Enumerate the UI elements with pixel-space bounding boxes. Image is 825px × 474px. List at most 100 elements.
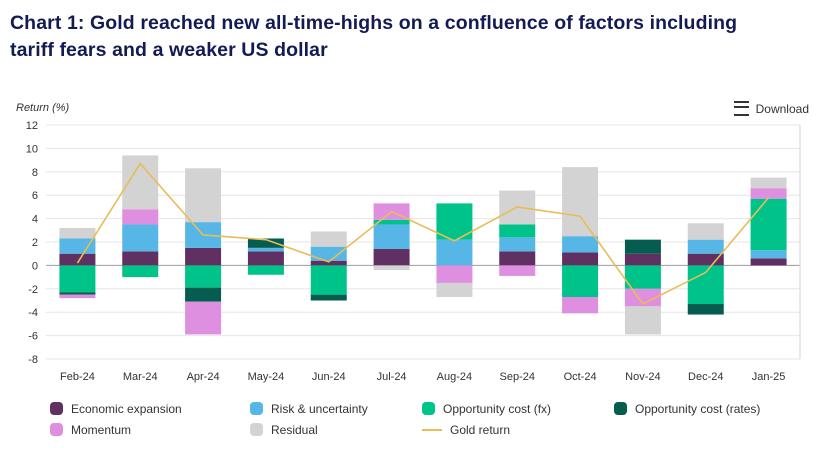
legend-swatch xyxy=(614,402,627,416)
bar-segment[interactable] xyxy=(310,246,347,261)
bar-segment[interactable] xyxy=(185,247,222,265)
y-axis-label: 6 xyxy=(32,190,38,202)
y-axis-label: 12 xyxy=(26,120,38,132)
legend-swatch xyxy=(50,423,63,437)
bar-segment[interactable] xyxy=(687,253,724,265)
y-axis-label: -8 xyxy=(28,354,38,366)
bar-segment[interactable] xyxy=(687,222,724,240)
bar-segment[interactable] xyxy=(247,238,284,248)
legend-swatch xyxy=(422,402,435,416)
bar-segment[interactable] xyxy=(122,224,159,251)
bar-segment[interactable] xyxy=(122,250,159,265)
bar-segment[interactable] xyxy=(247,250,284,265)
bar-segment[interactable] xyxy=(59,294,96,298)
bar-segment[interactable] xyxy=(185,287,222,302)
y-axis-title: Return (%) xyxy=(16,102,70,114)
legend-item-gold-return[interactable]: Gold return xyxy=(422,423,614,437)
bar-segment[interactable] xyxy=(562,264,599,297)
page-title: Chart 1: Gold reached new all-time-highs… xyxy=(10,12,738,62)
x-axis-label: Apr-24 xyxy=(187,371,220,383)
legend-item-opportunity-cost-fx[interactable]: Opportunity cost (fx) xyxy=(422,402,614,416)
legend-item-residual[interactable]: Residual xyxy=(250,423,422,437)
legend-swatch xyxy=(250,423,263,437)
bar-segment[interactable] xyxy=(624,239,661,254)
legend-label: Momentum xyxy=(71,422,132,437)
bar-segment[interactable] xyxy=(185,301,222,335)
bar-segment[interactable] xyxy=(436,264,473,283)
bar-segment[interactable] xyxy=(750,249,787,258)
chart-legend: Economic expansion Risk & uncertainty Oppo… xyxy=(50,402,825,437)
y-axis-label: -4 xyxy=(28,307,38,319)
x-axis-label: Mar-24 xyxy=(123,371,158,383)
y-axis-label: -6 xyxy=(28,330,38,342)
chart-container: Return (%) 12 10 8 6 4 2 0 -2 -4 -6 -8 Feb-24 Mar-24 A… xyxy=(0,99,825,396)
gold-return-line[interactable] xyxy=(76,161,770,305)
bar-segment[interactable] xyxy=(624,253,661,265)
bar-segment[interactable] xyxy=(750,187,787,199)
bar-segment[interactable] xyxy=(436,282,473,297)
bar-segment[interactable] xyxy=(59,264,96,292)
bar-segment[interactable] xyxy=(750,198,787,250)
y-axis-label: 4 xyxy=(32,213,38,225)
bar-segment[interactable] xyxy=(624,305,661,335)
legend-swatch xyxy=(50,402,63,416)
bar-segment[interactable] xyxy=(247,264,284,275)
bar-segment[interactable] xyxy=(562,252,599,265)
bar-segment[interactable] xyxy=(562,296,599,313)
legend-item-risk-uncertainty[interactable]: Risk & uncertainty xyxy=(250,402,422,416)
x-axis-label: Dec-24 xyxy=(688,371,723,383)
bar-segment[interactable] xyxy=(499,236,536,251)
bar-segment[interactable] xyxy=(750,177,787,188)
bar-segment[interactable] xyxy=(373,219,410,225)
bar-segment[interactable] xyxy=(687,303,724,315)
bar-segment[interactable] xyxy=(59,291,96,295)
x-axis-label: Aug-24 xyxy=(437,371,472,383)
bar-segment[interactable] xyxy=(185,264,222,288)
x-axis-label: Jul-24 xyxy=(377,371,407,383)
bar-segment[interactable] xyxy=(624,264,661,289)
bar-segment[interactable] xyxy=(499,264,536,276)
download-button[interactable]: Download xyxy=(733,101,809,116)
legend-item-momentum[interactable]: Momentum xyxy=(50,423,250,437)
legend-label: Economic expansion xyxy=(71,401,182,416)
bar-segment[interactable] xyxy=(373,264,410,270)
bar-segment[interactable] xyxy=(436,239,473,265)
bar-segment[interactable] xyxy=(310,260,347,265)
x-axis-label: Jan-25 xyxy=(752,371,786,383)
hamburger-menu-icon xyxy=(733,101,749,116)
x-axis-label: Oct-24 xyxy=(564,371,597,383)
y-axis-label: 8 xyxy=(32,166,38,178)
y-axis-label: -2 xyxy=(28,283,38,295)
y-axis-label: 2 xyxy=(32,237,38,249)
bar-segment[interactable] xyxy=(310,264,347,295)
bar-segment[interactable] xyxy=(750,257,787,265)
bar-segment[interactable] xyxy=(562,235,599,253)
bar-segment[interactable] xyxy=(59,253,96,265)
bar-segment[interactable] xyxy=(247,247,284,251)
bar-segment[interactable] xyxy=(624,288,661,306)
bar-segment[interactable] xyxy=(499,250,536,265)
legend-swatch xyxy=(250,402,263,416)
legend-label: Opportunity cost (rates) xyxy=(635,401,761,416)
legend-label: Risk & uncertainty xyxy=(271,401,368,416)
bar-segment[interactable] xyxy=(310,231,347,247)
bar-segment[interactable] xyxy=(59,238,96,254)
bar-segment[interactable] xyxy=(499,224,536,237)
y-axis-label: 10 xyxy=(26,143,38,155)
bar-segment[interactable] xyxy=(185,167,222,222)
bar-segment[interactable] xyxy=(687,239,724,254)
bar-segment[interactable] xyxy=(373,248,410,265)
stacked-bar-chart: Return (%) 12 10 8 6 4 2 0 -2 -4 -6 -8 Feb-24 Mar-24 A… xyxy=(16,102,801,383)
bar-segment[interactable] xyxy=(310,294,347,301)
x-axis-label: May-24 xyxy=(248,371,285,383)
bar-segment[interactable] xyxy=(59,227,96,239)
legend-label: Gold return xyxy=(450,422,511,437)
bar-segment[interactable] xyxy=(122,264,159,277)
bar-segment[interactable] xyxy=(373,224,410,249)
bar-segment[interactable] xyxy=(122,208,159,225)
legend-label: Residual xyxy=(271,422,318,437)
legend-item-economic-expansion[interactable]: Economic expansion xyxy=(50,402,250,416)
legend-item-opportunity-cost-rates[interactable]: Opportunity cost (rates) xyxy=(614,402,825,416)
bar-segment[interactable] xyxy=(562,166,599,236)
